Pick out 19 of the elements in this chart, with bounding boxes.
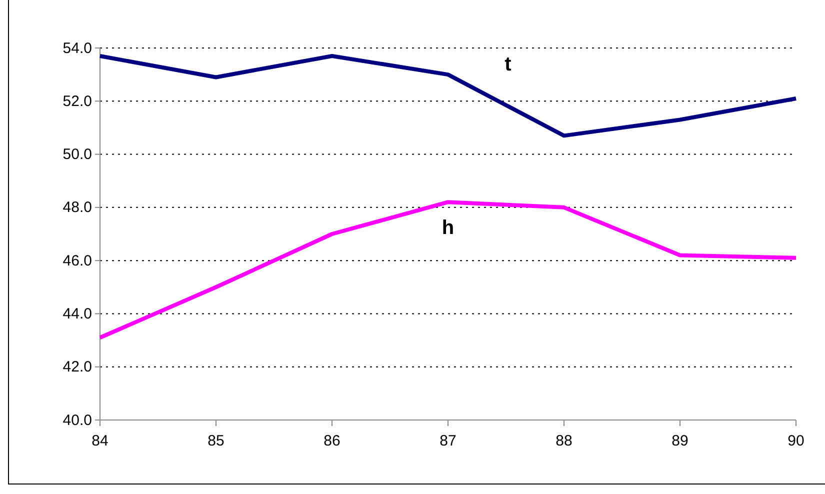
series-label: h	[442, 217, 454, 240]
y-tick-label: 40.0	[62, 412, 92, 429]
y-tick-label: 46.0	[62, 252, 92, 270]
y-tick-label: 52.0	[62, 92, 92, 110]
series-label: t	[504, 54, 512, 76]
y-tick-label: 50.0	[62, 146, 92, 164]
x-tick-label: 84	[92, 432, 108, 450]
x-tick-label: 85	[208, 432, 224, 450]
y-tick-label: 54.0	[62, 40, 92, 57]
x-tick-label: 87	[440, 432, 456, 450]
y-tick-label: 48.0	[62, 199, 92, 216]
y-tick-label: 42.0	[62, 358, 92, 376]
x-tick-label: 86	[324, 432, 340, 450]
x-tick-label: 88	[556, 432, 572, 450]
line-series	[98, 200, 798, 340]
x-tick-label: 90	[788, 432, 804, 450]
y-tick-label: 44.0	[62, 306, 92, 323]
x-tick-label: 89	[672, 432, 688, 450]
line-series	[98, 54, 798, 138]
